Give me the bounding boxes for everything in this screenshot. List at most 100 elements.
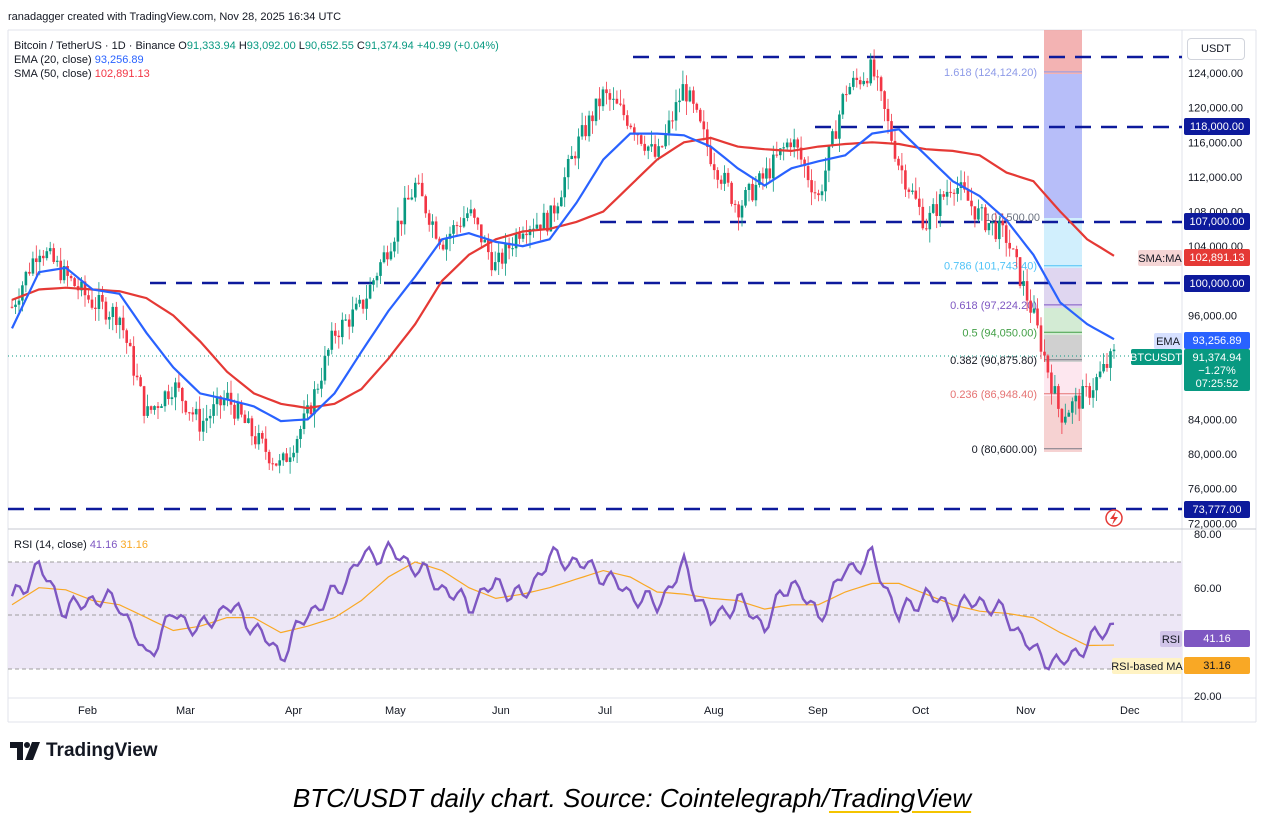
rsi-legend-label: RSI (14, close) xyxy=(14,539,87,551)
candle-body xyxy=(327,349,330,356)
tag-ema-val: 93,256.89 xyxy=(1193,335,1242,347)
ohlc-open-label: O xyxy=(178,40,187,52)
candle-body xyxy=(931,204,935,213)
sma-legend[interactable]: SMA (50, close) 102,891.13 xyxy=(14,67,150,81)
candle-body xyxy=(900,165,904,171)
candle-body xyxy=(80,281,83,291)
time-axis-label: May xyxy=(385,705,406,717)
candle-body xyxy=(716,170,719,180)
candle-body xyxy=(125,330,128,343)
candle-body xyxy=(135,375,139,378)
candle-body xyxy=(841,94,845,115)
candle-body xyxy=(782,147,785,149)
candle-body xyxy=(344,319,347,321)
tag-btc-change: −1.27% xyxy=(1198,365,1236,377)
caption-link[interactable]: TradingView xyxy=(829,783,972,813)
candle-body xyxy=(497,252,500,263)
lightning-icon[interactable] xyxy=(1105,509,1123,527)
candle-body xyxy=(281,453,285,461)
candle-body xyxy=(14,304,17,307)
candle-body xyxy=(918,198,921,207)
candle-body xyxy=(612,98,615,100)
symbol-title[interactable]: Bitcoin / TetherUS · 1D · Binance xyxy=(14,40,176,52)
tag-ema-val-bg xyxy=(1184,332,1250,349)
candle-body xyxy=(730,182,733,204)
candle-body xyxy=(643,143,646,151)
ema-legend[interactable]: EMA (20, close) 93,256.89 xyxy=(14,53,144,67)
fib-grey xyxy=(1044,335,1082,362)
candle-body xyxy=(820,191,824,196)
rsi-legend-value: 41.16 xyxy=(89,539,118,551)
rsi-line[interactable] xyxy=(10,539,1115,671)
candle-body xyxy=(633,127,636,134)
candle-body xyxy=(1112,349,1116,352)
candles[interactable] xyxy=(10,49,1116,474)
candle-body xyxy=(879,77,883,92)
candle-body xyxy=(121,317,125,331)
candle-body xyxy=(803,159,806,167)
candle-body xyxy=(323,355,327,381)
rsi-legend[interactable]: RSI (14, close) 41.16 31.16 xyxy=(14,538,148,552)
candle-body xyxy=(115,306,118,325)
fib-label: 0.786 (101,743.40) xyxy=(944,261,1037,273)
candle-body xyxy=(539,224,542,230)
candle-body xyxy=(45,251,49,259)
candle-body xyxy=(445,238,448,250)
candle-body xyxy=(1105,364,1109,368)
candle-body xyxy=(292,452,295,458)
candle-body xyxy=(535,224,539,229)
candle-body xyxy=(403,197,407,225)
candle-body xyxy=(90,299,94,308)
candle-body xyxy=(810,180,813,193)
fib-green xyxy=(1044,308,1082,335)
tag-rsi-ma-name: RSI-based MA xyxy=(1111,661,1183,673)
ema-line[interactable] xyxy=(11,128,1115,423)
tag-rsi-ma-name-bg xyxy=(1112,658,1182,674)
candle-body xyxy=(747,183,751,190)
tag-100k: 100,000.00 xyxy=(1184,275,1250,292)
price-axis-label: 124,000.00 xyxy=(1188,68,1243,80)
candle-body xyxy=(831,131,834,147)
figure-caption: BTC/USDT daily chart. Source: Cointelegr… xyxy=(0,783,1264,814)
currency-button[interactable]: USDT xyxy=(1187,38,1245,60)
candle-body xyxy=(181,388,184,402)
candle-body xyxy=(271,463,274,465)
price-chart[interactable]: 1.618 (124,124.20) 0.786 (101,743.40) 0.61… xyxy=(0,0,1264,740)
price-axis-label: 76,000.00 xyxy=(1188,484,1237,496)
candle-body xyxy=(320,380,323,389)
sma-line[interactable] xyxy=(11,136,1115,410)
tag-btc-val: 91,374.94 xyxy=(1193,352,1242,364)
candle-body xyxy=(785,142,789,148)
candle-body xyxy=(261,433,264,439)
candle-body xyxy=(984,207,987,231)
candle-body xyxy=(302,413,306,429)
candle-body xyxy=(1074,395,1078,402)
candle-body xyxy=(845,94,848,96)
candle-body xyxy=(1050,372,1053,394)
rsi-axis-label: 20.00 xyxy=(1194,691,1222,703)
price-axis-label: 112,000.00 xyxy=(1188,172,1242,184)
candle-body xyxy=(970,200,973,207)
candle-body xyxy=(1098,371,1102,378)
candle-body xyxy=(396,220,400,242)
candle-body xyxy=(351,309,354,327)
candle-body xyxy=(1060,408,1064,423)
candle-body xyxy=(998,220,1001,240)
fib-pink-light xyxy=(1044,362,1082,396)
candle-body xyxy=(1064,416,1067,423)
candle-body xyxy=(629,125,633,128)
candle-body xyxy=(299,429,302,439)
fib-label: 0.618 (97,224.20) xyxy=(950,300,1037,312)
tag-118k: 118,000.00 xyxy=(1184,118,1250,135)
candle-body xyxy=(368,284,372,299)
fib-zone[interactable] xyxy=(1044,30,1082,452)
candle-body xyxy=(626,115,629,126)
candle-body xyxy=(226,392,229,400)
candle-body xyxy=(865,80,869,84)
tradingview-logo-text: TradingView xyxy=(46,740,158,761)
candle-body xyxy=(66,266,69,276)
candle-body xyxy=(191,412,195,415)
candle-body xyxy=(431,221,434,225)
time-axis-label: Feb xyxy=(78,705,97,717)
ohlc-open: 91,333.94 xyxy=(186,40,236,52)
